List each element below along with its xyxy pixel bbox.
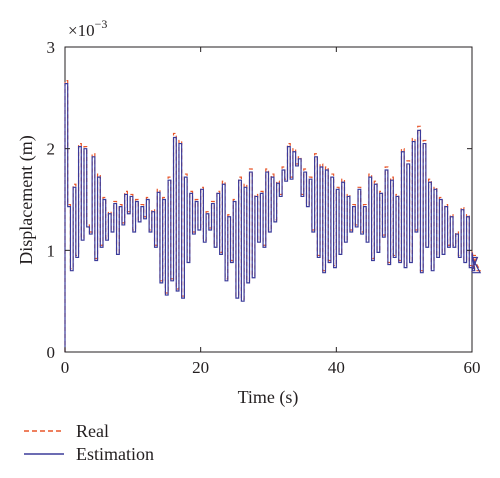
legend-label-real: Real: [76, 421, 109, 441]
y-tick-label: 1: [47, 241, 56, 260]
y-multiplier-base: ×10: [68, 21, 95, 40]
x-axis-title: Time (s): [238, 387, 299, 408]
x-tick-label: 60: [464, 358, 481, 377]
ticks-layer: 0 20 40 60 0 1 2 3: [47, 38, 481, 377]
legend-label-estimation: Estimation: [76, 444, 154, 464]
x-tick-label: 40: [328, 358, 345, 377]
y-tick-label: 3: [47, 38, 56, 57]
y-multiplier-exponent: −3: [95, 17, 108, 31]
x-tick-label: 20: [192, 358, 209, 377]
legend: Real Estimation: [24, 421, 154, 464]
y-multiplier-label: ×10−3: [68, 17, 107, 40]
y-axis-title: Displacement (m): [16, 135, 37, 264]
series-layer: [64, 79, 482, 352]
y-tick-label: 2: [47, 140, 56, 159]
series-line-estimation: [64, 83, 482, 352]
y-tick-label: 0: [47, 343, 56, 362]
x-tick-label: 0: [61, 358, 70, 377]
